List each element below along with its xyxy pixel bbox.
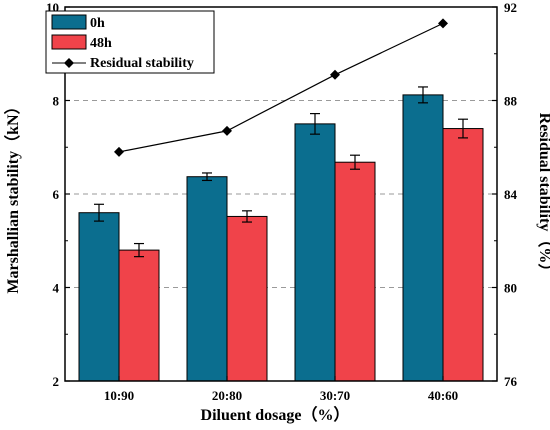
x-tick-label: 20:80	[212, 388, 242, 403]
residual-line	[114, 18, 448, 157]
legend-label-0h: 0h	[90, 16, 105, 31]
y2-axis-title: Residual stability（%）	[536, 113, 550, 280]
y-tick-label: 2	[53, 374, 60, 389]
residual-point-10:90	[114, 146, 124, 157]
x-axis-title: Diluent dosage（%）	[201, 406, 350, 424]
bar-48h-40:60	[442, 128, 484, 382]
bar-0h-40:60	[402, 94, 444, 382]
y2-tick-label: 80	[504, 281, 517, 296]
residual-point-40:60	[438, 18, 448, 29]
x-tick-label: 40:60	[428, 388, 458, 403]
bar-48h-20:80	[226, 215, 268, 382]
bar-48h-30:70	[334, 161, 376, 382]
y2-tick-label: 76	[504, 374, 518, 389]
y-axis-title: Marshallian stability（kN）	[4, 98, 22, 293]
x-tick-label: 10:90	[104, 388, 134, 403]
y-tick-label: 4	[53, 281, 60, 296]
bars	[78, 86, 484, 382]
bar-0h-30:70	[294, 123, 336, 382]
legend-swatch-0h	[51, 14, 87, 30]
residual-point-30:70	[330, 69, 340, 80]
bar-0h-20:80	[186, 176, 228, 382]
y2-tick-label: 92	[504, 0, 517, 15]
legend-label-residual: Residual stability	[90, 56, 194, 71]
bar-0h-10:90	[78, 212, 120, 382]
legend-label-48h: 48h	[90, 36, 112, 51]
bar-48h-10:90	[118, 249, 160, 382]
y2-tick-label: 88	[504, 94, 518, 109]
y2-axis: 76 80 84 88 92	[492, 0, 518, 389]
y2-tick-label: 84	[504, 187, 518, 202]
x-axis: 10:90 20:80 30:70 40:60	[104, 376, 458, 403]
y-tick-label: 8	[53, 94, 60, 109]
legend: 0h 48h Residual stability	[45, 10, 215, 74]
residual-polyline	[118, 22, 444, 153]
x-tick-label: 30:70	[320, 388, 350, 403]
legend-swatch-48h	[51, 34, 87, 50]
residual-point-20:80	[222, 125, 232, 136]
y-tick-label: 6	[53, 187, 60, 202]
legend-marker-residual	[64, 58, 74, 68]
